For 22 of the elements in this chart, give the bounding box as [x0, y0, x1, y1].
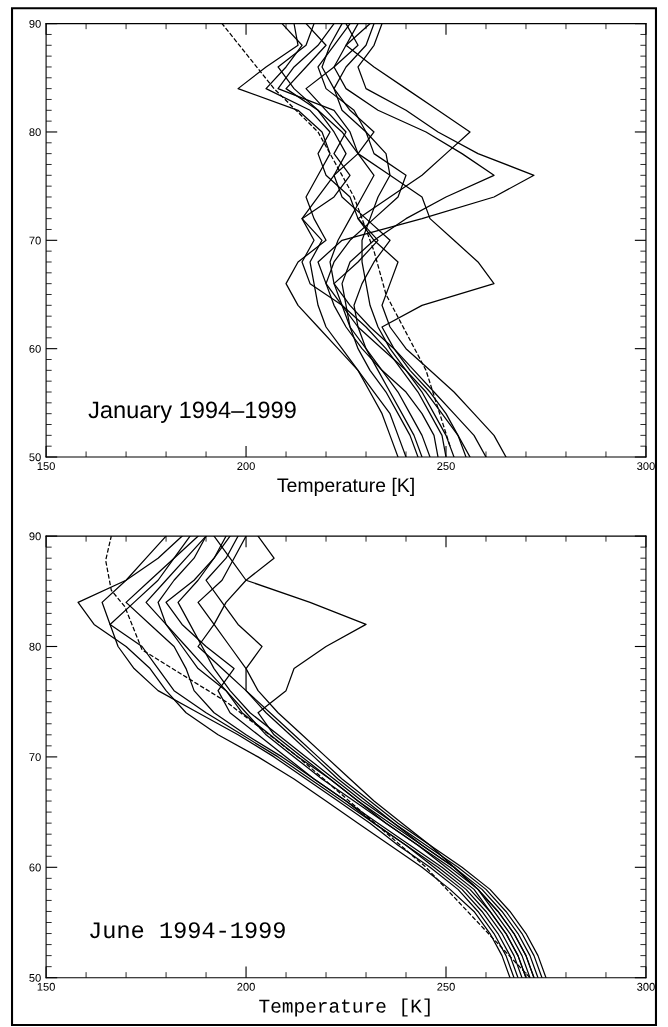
y-tick-label: 50	[29, 973, 41, 982]
x-tick-label: 150	[37, 982, 55, 991]
x-tick-label: 250	[437, 982, 455, 991]
annotation: June 1994-1999	[90, 922, 285, 939]
y-tick-label: 90	[29, 532, 41, 541]
y-tick-label: 80	[29, 642, 41, 651]
y-tick-label: 70	[29, 236, 41, 245]
x-tick-label: 150	[37, 462, 55, 471]
x-axis-title: Temperature [K]	[277, 477, 414, 496]
x-tick-label: 200	[237, 462, 255, 471]
x-axis-title: Temperature [K]	[259, 998, 430, 1017]
y-tick-label: 60	[29, 863, 41, 872]
y-tick-label: 80	[29, 128, 41, 137]
y-tick-label: 70	[29, 753, 41, 762]
y-tick-label: 90	[29, 19, 41, 28]
x-tick-label: 300	[637, 982, 655, 991]
y-tick-label: 50	[29, 453, 41, 462]
y-tick-label: 60	[29, 344, 41, 353]
x-tick-label: 250	[437, 462, 455, 471]
x-tick-label: 300	[637, 462, 655, 471]
x-tick-label: 200	[237, 982, 255, 991]
annotation: January 1994–1999	[88, 401, 296, 423]
